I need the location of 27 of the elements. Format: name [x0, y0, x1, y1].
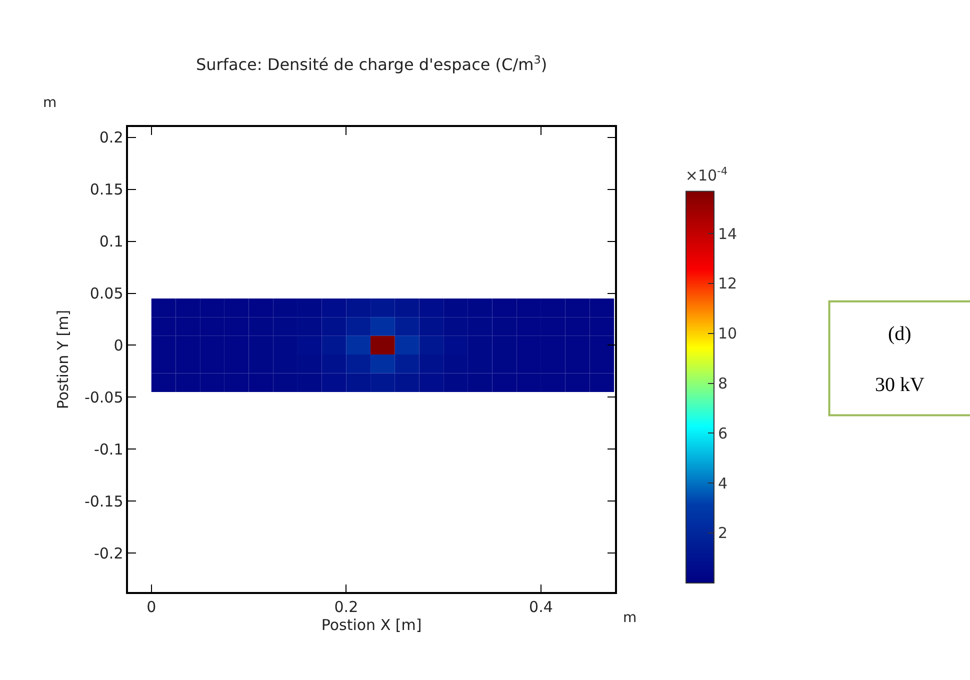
x-tick-label: 0.2 [334, 598, 358, 616]
color-bar-label: 14 [718, 224, 738, 243]
y-tick-label: -0.2 [94, 544, 124, 562]
chart-title: Surface: Densité de charge d'espace (C/m$^{3}$) [196, 53, 548, 74]
y-tick-label: 0.2 [99, 128, 124, 147]
y-tick-label: -0.1 [94, 440, 124, 458]
x-tick-label: 0 [146, 598, 156, 616]
color-bar-label: 8 [718, 374, 728, 393]
y-tick-label: 0 [114, 336, 124, 354]
x-tick-label: 0.4 [529, 598, 553, 616]
y-axis-title: Postion Y [m] [54, 310, 72, 410]
x-axis-title: Postion X [m] [321, 616, 422, 634]
color-bar-label: 12 [718, 274, 738, 293]
y-tick-label: -0.15 [84, 492, 124, 510]
text: (d) [888, 323, 912, 345]
text: m [623, 610, 637, 626]
y-tick-label: 0.05 [90, 284, 124, 303]
color-bar-label: 10 [718, 324, 738, 343]
color-bar-title: ×10$^{-4}$ [685, 165, 728, 185]
color-bar-label: 2 [718, 524, 728, 542]
y-tick-label: 0.1 [99, 232, 124, 251]
color-bar-label: 4 [718, 474, 728, 492]
color-bar-label: 6 [718, 424, 728, 442]
text: 30 kV [875, 374, 925, 396]
y-tick-label: -0.05 [84, 388, 124, 406]
text: m [43, 95, 57, 111]
y-tick-label: 0.15 [90, 180, 124, 199]
